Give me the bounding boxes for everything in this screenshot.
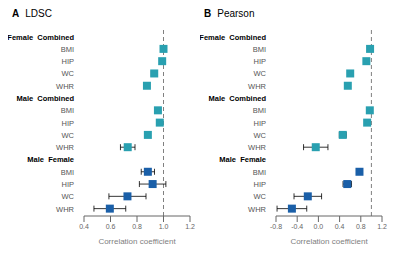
- svg-text:-0.8: -0.8: [270, 223, 282, 230]
- svg-text:WHR: WHR: [56, 82, 74, 91]
- svg-text:WHR: WHR: [248, 82, 266, 91]
- svg-text:HIP: HIP: [61, 119, 74, 128]
- html-text:LDSC: LDSC: [25, 8, 52, 19]
- svg-text:0.4: 0.4: [79, 223, 89, 230]
- svg-text:BMI: BMI: [253, 168, 266, 177]
- svg-text:BMI: BMI: [61, 45, 74, 54]
- svg-text:WC: WC: [62, 69, 75, 78]
- svg-text:HIP: HIP: [253, 57, 266, 66]
- svg-text:BMI: BMI: [61, 168, 74, 177]
- svg-text:Correlation coefficient: Correlation coefficient: [98, 237, 176, 246]
- svg-text:0.4: 0.4: [335, 223, 345, 230]
- svg-text:Male Female: Male Female: [219, 155, 266, 164]
- svg-text:Correlation coefficient: Correlation coefficient: [290, 237, 368, 246]
- svg-text:BMI: BMI: [253, 45, 266, 54]
- svg-text:1.0: 1.0: [159, 223, 169, 230]
- svg-text:HIP: HIP: [253, 119, 266, 128]
- svg-text:HIP: HIP: [61, 180, 74, 189]
- svg-text:0.8: 0.8: [356, 223, 366, 230]
- svg-text:WHR: WHR: [56, 205, 74, 214]
- svg-text:0.6: 0.6: [106, 223, 116, 230]
- svg-text:WHR: WHR: [56, 143, 74, 152]
- svg-text:WC: WC: [254, 192, 267, 201]
- svg-text:HIP: HIP: [61, 57, 74, 66]
- svg-text:0.8: 0.8: [132, 223, 142, 230]
- svg-text:Female Combined: Female Combined: [8, 33, 74, 42]
- svg-text:Female Combined: Female Combined: [200, 33, 266, 42]
- svg-text:0.0: 0.0: [314, 223, 324, 230]
- svg-text:WC: WC: [254, 69, 267, 78]
- svg-text:BMI: BMI: [253, 106, 266, 115]
- svg-text:HIP: HIP: [253, 180, 266, 189]
- svg-text:1.2: 1.2: [185, 223, 195, 230]
- svg-text:WHR: WHR: [248, 143, 266, 152]
- svg-text:Male Female: Male Female: [27, 155, 74, 164]
- svg-text:WHR: WHR: [248, 205, 266, 214]
- svg-text:Male Combined: Male Combined: [208, 94, 266, 103]
- svg-text:WC: WC: [62, 192, 75, 201]
- svg-text:WC: WC: [254, 131, 267, 140]
- html-text:B: B: [204, 8, 212, 19]
- html-text:A: A: [12, 8, 20, 19]
- svg-text:BMI: BMI: [61, 106, 74, 115]
- html-text:Pearson: Pearson: [217, 8, 255, 19]
- svg-text:-0.4: -0.4: [291, 223, 303, 230]
- svg-text:Male Combined: Male Combined: [16, 94, 74, 103]
- svg-text:1.2: 1.2: [377, 223, 387, 230]
- svg-text:WC: WC: [62, 131, 75, 140]
